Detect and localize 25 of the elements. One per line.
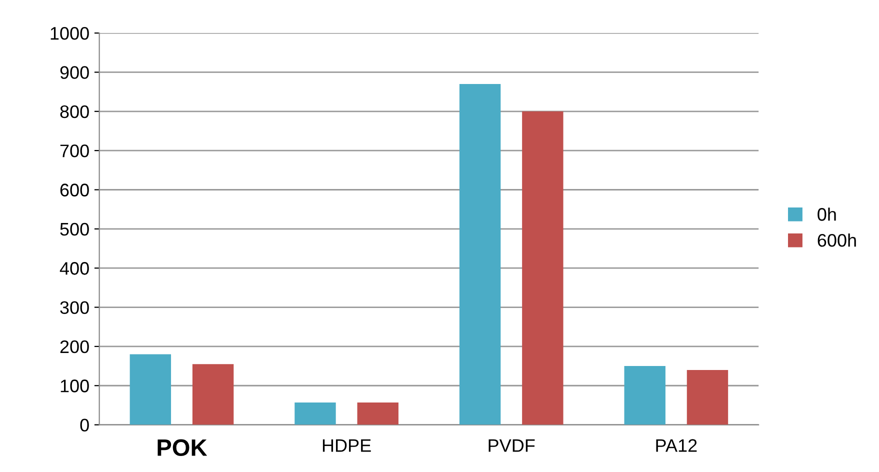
bar	[130, 354, 172, 425]
y-tick-label: 500	[60, 222, 89, 236]
legend-label: 0h	[818, 208, 836, 221]
bar	[294, 402, 336, 425]
y-tick-label: 1000	[50, 26, 89, 40]
bar	[357, 402, 398, 425]
bar	[522, 111, 564, 425]
x-tick-label: PA12	[656, 439, 697, 452]
x-tick-label: PVDF	[488, 439, 535, 452]
legend-label: 600h	[818, 234, 856, 247]
x-tick-label: HDPE	[322, 439, 371, 452]
bar	[624, 366, 666, 425]
y-tick-label: 0	[80, 418, 89, 432]
y-tick-label: 800	[60, 105, 89, 118]
bar	[459, 84, 501, 425]
y-tick-label: 100	[60, 380, 89, 392]
y-tick-label: 700	[60, 144, 89, 158]
y-tick-label: 900	[60, 66, 89, 79]
y-tick-label: 600	[60, 184, 89, 196]
x-tick-label: POK	[158, 439, 208, 456]
y-tick-label: 400	[60, 262, 89, 275]
bar	[686, 370, 728, 425]
y-tick-label: 200	[60, 340, 89, 354]
y-tick-label: 300	[60, 301, 89, 314]
bar	[192, 364, 234, 425]
